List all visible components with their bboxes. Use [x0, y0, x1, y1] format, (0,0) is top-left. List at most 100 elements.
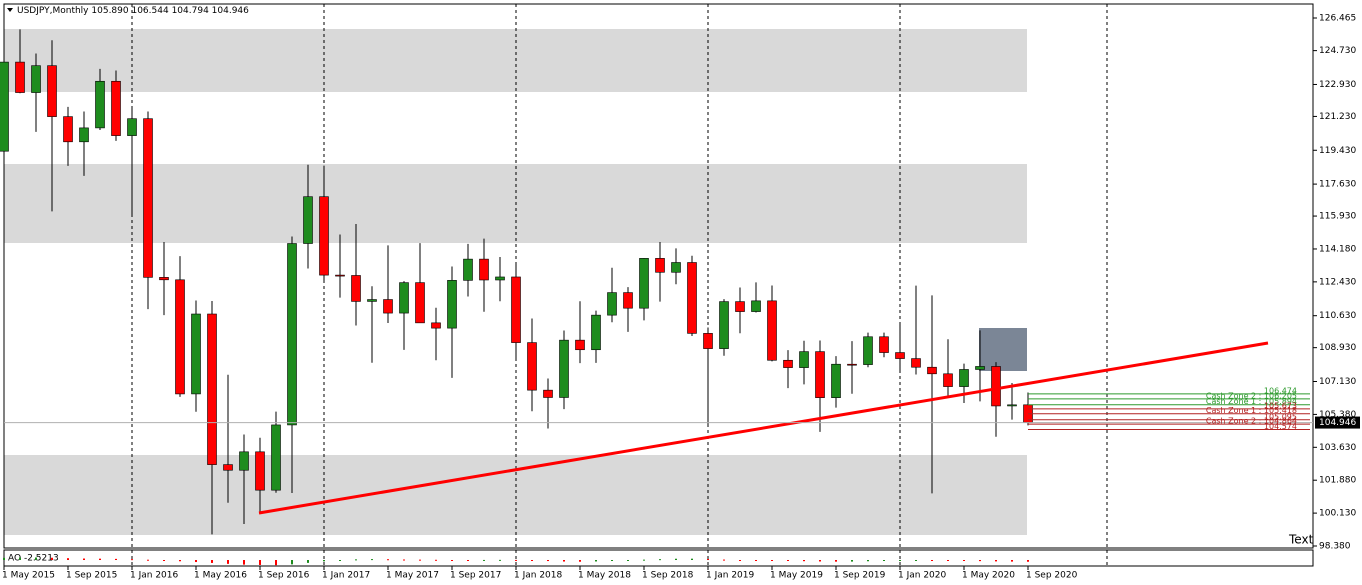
candle-body: [255, 451, 265, 491]
ao-bar: [739, 560, 741, 561]
candle-body: [399, 282, 409, 314]
chart-header: USDJPY,Monthly 105.890 106.544 104.794 1…: [17, 6, 249, 16]
header-high: 106.544: [131, 6, 168, 16]
ao-bar: [963, 560, 965, 561]
candle-body: [431, 322, 441, 329]
x-tick-label: 1 Jan 2017: [322, 571, 370, 581]
candle-body: [0, 61, 9, 152]
ao-bar: [435, 559, 437, 561]
x-tick-label: 1 May 2015: [2, 571, 55, 581]
level-label: 104.574: [1264, 422, 1297, 431]
candle-body: [959, 369, 969, 387]
trend-line: [258, 341, 1269, 515]
candle-body: [15, 61, 25, 93]
candle-body: [847, 363, 857, 366]
level-label: Cash Zone 2 : 106.205: [1206, 391, 1297, 400]
ao-bar: [387, 559, 389, 561]
candle-body: [175, 279, 185, 395]
x-tick-label: 1 Sep 2016: [258, 571, 310, 581]
ao-bar: [659, 559, 661, 561]
candle-body: [783, 359, 793, 368]
candle-body: [735, 301, 745, 312]
ao-bar: [771, 560, 773, 561]
candle-body: [223, 464, 233, 471]
ao-bar: [3, 557, 5, 560]
ao-bar: [579, 560, 581, 562]
candle-body: [911, 358, 921, 368]
ao-bar: [979, 560, 981, 562]
ao-bar: [451, 560, 453, 561]
menu-triangle[interactable]: [7, 8, 13, 12]
ao-bar: [755, 560, 757, 561]
x-tick-label: 1 Sep 2015: [66, 571, 117, 581]
candle-body: [287, 243, 297, 426]
candle-body: [575, 339, 585, 351]
ao-bar: [931, 560, 933, 561]
x-tick-label: 1 Jan 2018: [514, 571, 562, 581]
ao-bar: [179, 560, 181, 562]
ao-bar: [995, 560, 997, 562]
ao-bar: [371, 559, 373, 561]
header-low: 104.794: [172, 6, 209, 16]
ao-bar: [51, 557, 53, 560]
level-label: 105.673: [1264, 401, 1297, 410]
candle-body: [479, 258, 489, 281]
candle-body: [463, 258, 473, 281]
y-tick-label: 114.180: [1319, 244, 1356, 254]
ao-bar: [323, 560, 325, 562]
ao-bar: [131, 559, 133, 561]
candle-body: [559, 339, 569, 398]
candle-body: [879, 336, 889, 353]
candle-body: [47, 65, 57, 117]
candle-body: [95, 80, 105, 129]
ao-bar: [643, 559, 645, 561]
candle-body: [527, 342, 537, 391]
candle-body: [943, 373, 953, 387]
ao-bar: [307, 560, 309, 563]
candle-body: [623, 292, 633, 309]
x-tick-label: 1 Sep 2018: [642, 571, 694, 581]
ao-bar: [899, 560, 901, 561]
ao-bar: [947, 560, 949, 561]
ao-bar: [275, 560, 277, 566]
candle-body: [111, 80, 121, 136]
ao-bar: [723, 559, 725, 561]
ao-bar: [563, 560, 565, 562]
candle-body: [687, 262, 697, 334]
candle-body: [207, 313, 217, 465]
candle-body: [79, 127, 89, 143]
y-tick-label: 112.430: [1319, 277, 1356, 287]
ao-bar: [675, 558, 677, 560]
y-tick-label: 117.630: [1319, 180, 1356, 190]
ao-bar: [419, 559, 421, 561]
candle-body: [975, 366, 985, 370]
ao-bar: [835, 560, 837, 562]
y-tick-label: 100.130: [1319, 509, 1356, 519]
y-tick-label: 107.130: [1319, 377, 1356, 387]
y-tick-label: 119.430: [1319, 146, 1356, 156]
x-tick-label: 1 Sep 2019: [834, 571, 886, 581]
candle-body: [303, 196, 313, 244]
candle-body: [367, 299, 377, 302]
candle-body: [383, 299, 393, 314]
candle-body: [159, 277, 169, 281]
candle-body: [607, 292, 617, 316]
ao-bar: [147, 559, 149, 561]
x-tick-label: 1 Jan 2016: [130, 571, 178, 581]
ao-bar: [691, 558, 693, 560]
ao-bar: [1011, 560, 1013, 562]
price-box: [1315, 416, 1360, 429]
candle-body: [127, 118, 137, 136]
ao-bar: [291, 560, 293, 565]
candle-body: [543, 389, 553, 398]
candle-body: [719, 301, 729, 349]
indicator-label: AO -2.5213: [8, 554, 59, 564]
candle-body: [655, 258, 665, 273]
y-tick-label: 126.465: [1319, 14, 1356, 24]
level-label: 105.095: [1264, 412, 1297, 421]
x-tick-label: 1 May 2017: [386, 571, 439, 581]
ao-bar: [851, 560, 853, 562]
y-tick-label: 98.380: [1319, 542, 1351, 552]
zone-dark: [979, 328, 1027, 371]
candle-body: [671, 262, 681, 273]
